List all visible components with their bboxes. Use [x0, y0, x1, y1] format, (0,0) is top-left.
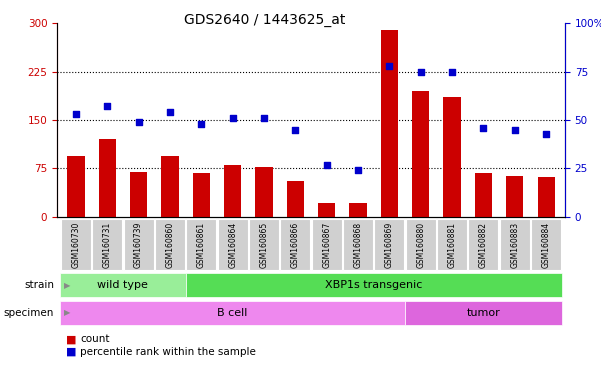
FancyBboxPatch shape — [406, 219, 436, 270]
FancyBboxPatch shape — [61, 219, 91, 270]
Point — [385, 63, 394, 69]
Text: GSM160730: GSM160730 — [72, 222, 81, 268]
Bar — [130, 172, 147, 217]
FancyBboxPatch shape — [405, 301, 562, 325]
Text: ■: ■ — [66, 347, 76, 357]
Text: GSM160868: GSM160868 — [353, 222, 362, 268]
Text: B cell: B cell — [218, 308, 248, 318]
Text: strain: strain — [24, 280, 54, 290]
Bar — [255, 167, 273, 217]
FancyBboxPatch shape — [186, 219, 216, 270]
FancyBboxPatch shape — [374, 219, 404, 270]
Text: GSM160739: GSM160739 — [134, 222, 143, 268]
Text: ■: ■ — [66, 334, 76, 344]
Bar — [537, 177, 555, 217]
Text: GSM160883: GSM160883 — [510, 222, 519, 268]
Text: XBP1s transgenic: XBP1s transgenic — [325, 280, 423, 290]
Text: GSM160882: GSM160882 — [479, 222, 488, 268]
FancyBboxPatch shape — [92, 219, 122, 270]
Bar — [67, 156, 85, 217]
Point — [510, 127, 520, 133]
Text: GSM160869: GSM160869 — [385, 222, 394, 268]
Text: GSM160731: GSM160731 — [103, 222, 112, 268]
Point — [71, 111, 81, 117]
FancyBboxPatch shape — [186, 273, 562, 297]
Bar — [161, 156, 178, 217]
Text: ▶: ▶ — [64, 308, 71, 318]
Bar — [349, 203, 367, 217]
Text: GSM160880: GSM160880 — [416, 222, 426, 268]
Bar — [318, 203, 335, 217]
FancyBboxPatch shape — [155, 219, 185, 270]
FancyBboxPatch shape — [343, 219, 373, 270]
FancyBboxPatch shape — [280, 219, 310, 270]
Point — [134, 119, 144, 125]
FancyBboxPatch shape — [500, 219, 530, 270]
Bar — [412, 91, 429, 217]
Point — [228, 115, 237, 121]
Text: specimen: specimen — [4, 308, 54, 318]
Text: GSM160865: GSM160865 — [260, 222, 269, 268]
Text: GSM160864: GSM160864 — [228, 222, 237, 268]
Text: percentile rank within the sample: percentile rank within the sample — [80, 347, 256, 357]
Point — [447, 68, 457, 74]
FancyBboxPatch shape — [218, 219, 248, 270]
Text: tumor: tumor — [466, 308, 500, 318]
FancyBboxPatch shape — [437, 219, 467, 270]
Text: GSM160884: GSM160884 — [542, 222, 551, 268]
FancyBboxPatch shape — [531, 219, 561, 270]
Point — [542, 131, 551, 137]
Point — [478, 125, 488, 131]
Text: count: count — [80, 334, 109, 344]
FancyBboxPatch shape — [312, 219, 342, 270]
Bar — [444, 98, 461, 217]
Bar — [475, 173, 492, 217]
FancyBboxPatch shape — [60, 301, 405, 325]
Bar — [381, 30, 398, 217]
Text: GSM160866: GSM160866 — [291, 222, 300, 268]
Bar — [224, 165, 241, 217]
Text: GSM160860: GSM160860 — [165, 222, 174, 268]
Point — [322, 162, 332, 168]
Point — [102, 103, 112, 109]
FancyBboxPatch shape — [124, 219, 154, 270]
Point — [290, 127, 300, 133]
Point — [165, 109, 175, 115]
FancyBboxPatch shape — [60, 273, 186, 297]
Text: GSM160867: GSM160867 — [322, 222, 331, 268]
Point — [259, 115, 269, 121]
Text: wild type: wild type — [97, 280, 148, 290]
Text: ▶: ▶ — [64, 281, 71, 290]
Bar — [193, 173, 210, 217]
Text: GSM160881: GSM160881 — [448, 222, 457, 268]
Point — [353, 167, 363, 174]
Bar — [506, 176, 523, 217]
Text: GDS2640 / 1443625_at: GDS2640 / 1443625_at — [184, 13, 345, 27]
Point — [197, 121, 206, 127]
FancyBboxPatch shape — [468, 219, 498, 270]
Text: GSM160861: GSM160861 — [197, 222, 206, 268]
Bar — [287, 181, 304, 217]
FancyBboxPatch shape — [249, 219, 279, 270]
Point — [416, 68, 426, 74]
Bar — [99, 139, 116, 217]
